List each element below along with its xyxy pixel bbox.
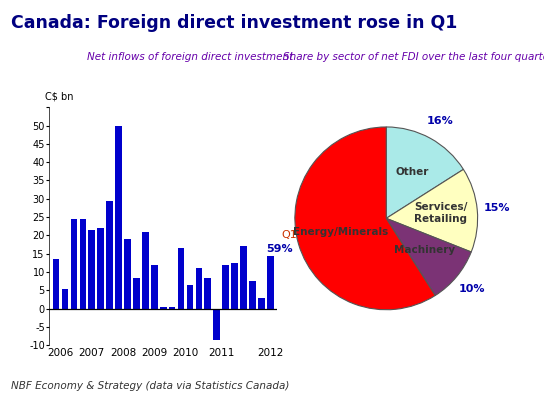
Bar [240,247,247,309]
Bar [178,248,184,309]
Bar [249,281,256,309]
Bar [205,278,211,309]
Text: 59%: 59% [266,245,293,254]
Text: Other: Other [395,167,429,177]
Bar [267,256,274,309]
Text: C$ bn: C$ bn [45,92,74,102]
Bar [61,289,69,309]
Bar [169,307,176,309]
Text: Machinery: Machinery [394,245,455,255]
Text: Services/
Retailing: Services/ Retailing [414,202,467,224]
Wedge shape [386,218,471,295]
Bar [231,263,238,309]
Bar [151,265,158,309]
Wedge shape [295,127,435,310]
Bar [258,298,265,309]
Text: Share by sector of net FDI over the last four quarters: Share by sector of net FDI over the last… [283,52,544,62]
Bar [133,278,140,309]
Wedge shape [386,127,463,218]
Wedge shape [386,170,478,252]
Bar [187,285,193,309]
Text: Energy/Minerals: Energy/Minerals [293,227,388,237]
Bar [89,230,95,309]
Bar [97,228,104,309]
Bar [222,265,229,309]
Text: Q1: Q1 [281,230,297,241]
Bar [124,239,131,309]
Bar [213,309,220,340]
Text: NBF Economy & Strategy (data via Statistics Canada): NBF Economy & Strategy (data via Statist… [11,381,289,391]
Text: Canada: Foreign direct investment rose in Q1: Canada: Foreign direct investment rose i… [11,14,458,32]
Text: 10%: 10% [459,284,485,295]
Bar [142,232,149,309]
Bar [106,200,113,309]
Text: 16%: 16% [426,116,453,125]
Bar [79,219,86,309]
Bar [160,307,166,309]
Bar [71,219,77,309]
Bar [195,268,202,309]
Bar [115,125,122,309]
Text: Net inflows of foreign direct investment: Net inflows of foreign direct investment [87,52,293,62]
Text: 15%: 15% [484,203,510,213]
Bar [53,259,59,309]
